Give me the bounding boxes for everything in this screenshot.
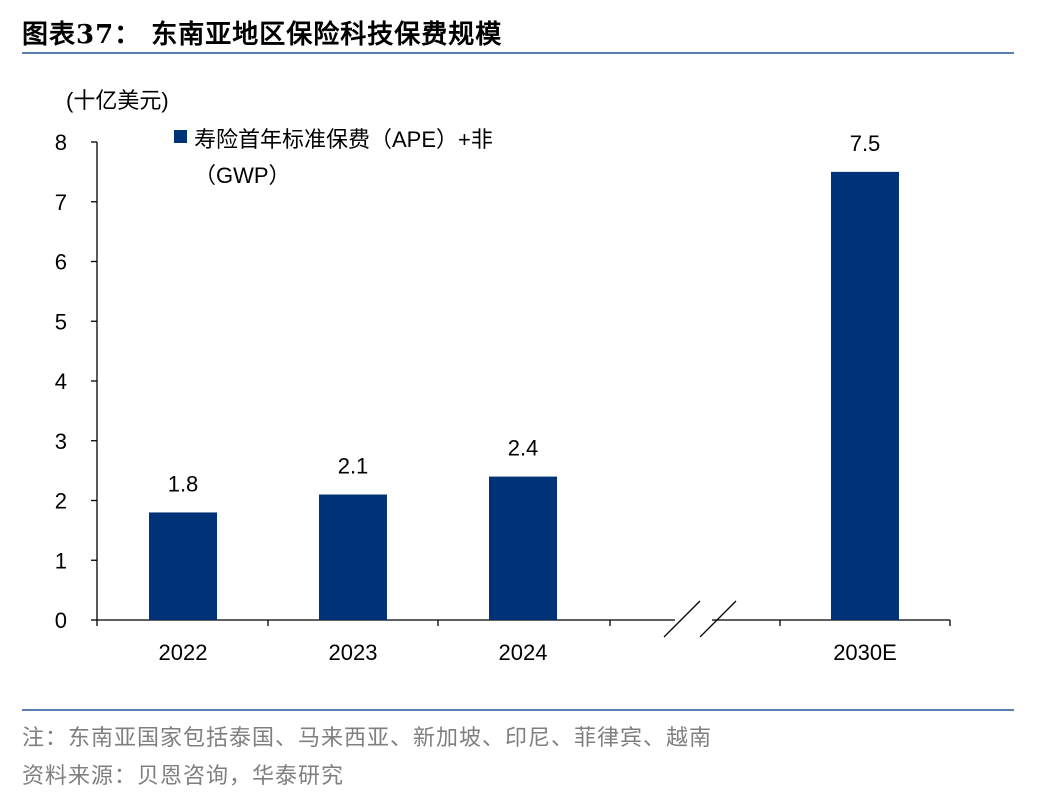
bar-2023 — [319, 494, 387, 620]
y-tick-label: 4 — [55, 369, 67, 394]
title-rule — [22, 52, 1014, 54]
data-label: 1.8 — [168, 471, 199, 496]
y-axis-unit-label: (十亿美元) — [66, 88, 169, 113]
legend-swatch — [174, 130, 187, 143]
y-tick-label: 2 — [55, 489, 67, 514]
bar-2030E — [831, 171, 899, 620]
y-tick-label: 7 — [55, 190, 67, 215]
legend-fade-overlay — [520, 124, 760, 154]
data-label: 2.1 — [338, 454, 369, 479]
data-labels: 1.8 2.1 2.4 7.5 — [168, 131, 881, 497]
data-label: 7.5 — [850, 131, 881, 156]
y-tick-label: 1 — [55, 548, 67, 573]
bar-2024 — [489, 476, 557, 620]
y-tick-label: 6 — [55, 250, 67, 275]
axis-break-mark — [699, 600, 737, 638]
bars — [149, 171, 899, 620]
bar-2022 — [149, 512, 217, 620]
legend: 寿险首年标准保费（APE）+非 （GWP） — [174, 124, 760, 188]
legend-label-line2: （GWP） — [194, 163, 291, 188]
footnote-rule — [22, 709, 1014, 711]
x-tick-label: 2022 — [159, 640, 208, 665]
bar-chart: (十亿美元) 0 1 2 3 4 5 6 7 8 2022 2023 2024 2030E 1.8 2.1… — [55, 88, 951, 665]
figure-title: 图表37： 东南亚地区保险科技保费规模 — [22, 20, 503, 50]
x-tick-label: 2030E — [833, 640, 897, 665]
footnote-note: 注：东南亚国家包括泰国、马来西亚、新加坡、印尼、菲律宾、越南 — [22, 726, 713, 751]
y-tick-label: 8 — [55, 130, 67, 155]
x-tick-label: 2024 — [499, 640, 548, 665]
y-tick-label: 5 — [55, 309, 67, 334]
y-tick-label: 0 — [55, 608, 67, 633]
data-label: 2.4 — [508, 436, 539, 461]
axis-break-mark — [663, 600, 701, 638]
y-tick-label: 3 — [55, 429, 67, 454]
x-tick-label: 2023 — [329, 640, 378, 665]
footnote-source: 资料来源：贝恩咨询，华泰研究 — [22, 764, 345, 789]
legend-label-line1: 寿险首年标准保费（APE）+非 — [194, 127, 493, 152]
